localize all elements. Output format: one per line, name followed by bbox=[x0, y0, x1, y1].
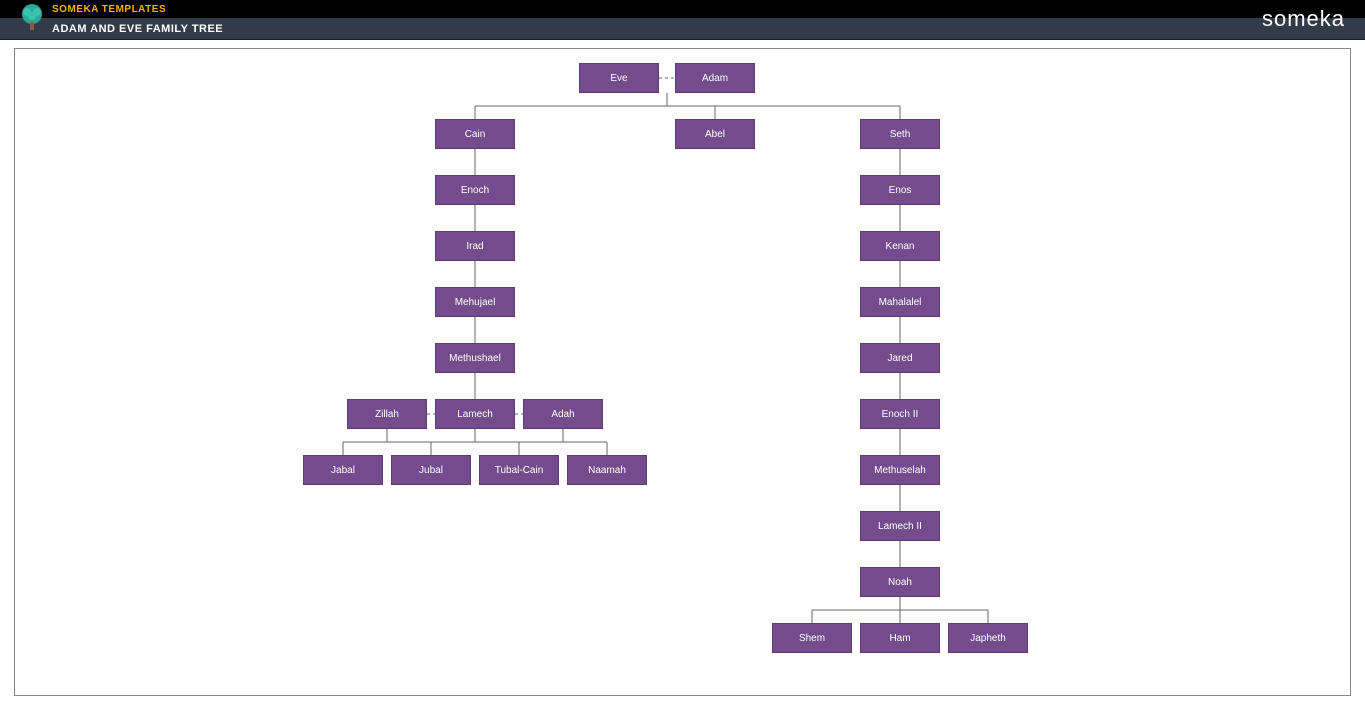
tree-node-noah: Noah bbox=[860, 567, 940, 597]
title-bar: ADAM AND EVE FAMILY TREE bbox=[0, 18, 1365, 40]
tree-node-irad: Irad bbox=[435, 231, 515, 261]
tree-node-shem: Shem bbox=[772, 623, 852, 653]
tree-node-japheth: Japheth bbox=[948, 623, 1028, 653]
tree-node-jabal: Jabal bbox=[303, 455, 383, 485]
someka-tree-icon bbox=[18, 2, 46, 34]
page-title: ADAM AND EVE FAMILY TREE bbox=[52, 23, 223, 35]
tree-node-adam: Adam bbox=[675, 63, 755, 93]
tree-node-methushael: Methushael bbox=[435, 343, 515, 373]
tree-node-jubal: Jubal bbox=[391, 455, 471, 485]
tree-node-ham: Ham bbox=[860, 623, 940, 653]
tree-node-enoch2: Enoch II bbox=[860, 399, 940, 429]
tree-node-kenan: Kenan bbox=[860, 231, 940, 261]
family-tree-canvas: Eve Adam Cain Abel Seth Enoch Enos Irad Kenan Meh… bbox=[14, 48, 1351, 696]
tree-node-enoch: Enoch bbox=[435, 175, 515, 205]
top-bar: SOMEKA TEMPLATES bbox=[0, 0, 1365, 18]
tree-node-eve: Eve bbox=[579, 63, 659, 93]
tree-node-cain: Cain bbox=[435, 119, 515, 149]
tree-node-adah: Adah bbox=[523, 399, 603, 429]
tree-node-naamah: Naamah bbox=[567, 455, 647, 485]
tree-node-jared: Jared bbox=[860, 343, 940, 373]
tree-node-abel: Abel bbox=[675, 119, 755, 149]
tree-node-tubalcain: Tubal-Cain bbox=[479, 455, 559, 485]
tree-node-zillah: Zillah bbox=[347, 399, 427, 429]
tree-node-mehujael: Mehujael bbox=[435, 287, 515, 317]
tree-node-enos: Enos bbox=[860, 175, 940, 205]
tree-node-lamech2: Lamech II bbox=[860, 511, 940, 541]
top-bar-label: SOMEKA TEMPLATES bbox=[52, 4, 166, 15]
tree-node-mahalalel: Mahalalel bbox=[860, 287, 940, 317]
tree-node-methuselah: Methuselah bbox=[860, 455, 940, 485]
tree-node-lamech: Lamech bbox=[435, 399, 515, 429]
brand-logo-text: someka bbox=[1262, 6, 1345, 32]
tree-node-seth: Seth bbox=[860, 119, 940, 149]
